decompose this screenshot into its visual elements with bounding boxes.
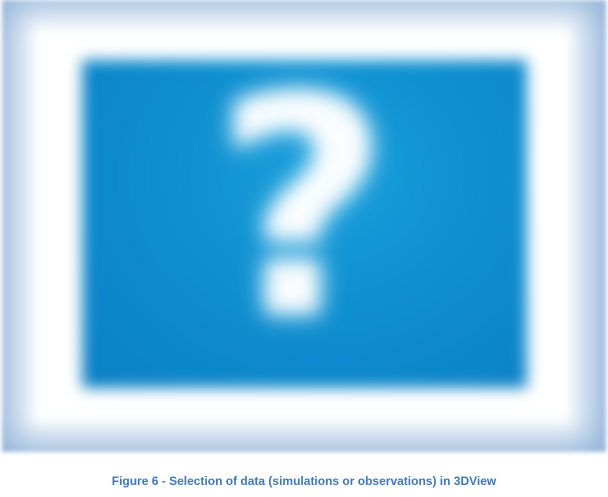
- figure-caption: Figure 6 - Selection of data (simulation…: [111, 474, 497, 488]
- question-mark-icon: ?: [214, 35, 390, 384]
- image-panel: [82, 60, 527, 388]
- figure-image: ?: [2, 0, 606, 452]
